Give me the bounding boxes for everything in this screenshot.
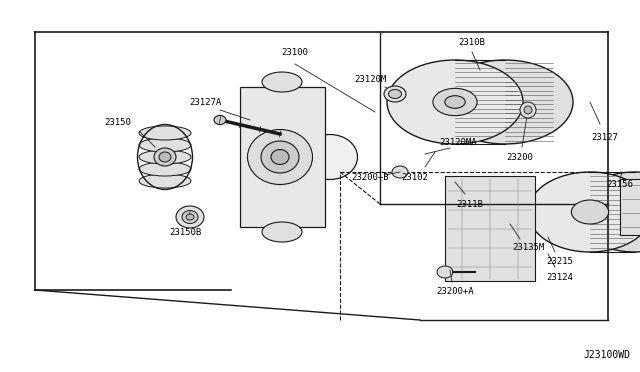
Ellipse shape <box>159 152 171 162</box>
Text: 23100: 23100 <box>282 48 308 57</box>
Text: 2311B: 2311B <box>456 199 483 208</box>
Ellipse shape <box>139 174 191 188</box>
Polygon shape <box>240 87 325 227</box>
Ellipse shape <box>572 200 609 224</box>
Ellipse shape <box>176 206 204 228</box>
Text: 23127A: 23127A <box>189 97 221 106</box>
Ellipse shape <box>182 211 198 224</box>
Ellipse shape <box>445 96 465 108</box>
Text: 23150: 23150 <box>104 118 131 126</box>
Ellipse shape <box>139 162 191 176</box>
Text: 23120MA: 23120MA <box>439 138 477 147</box>
Ellipse shape <box>437 266 453 278</box>
Ellipse shape <box>271 150 289 164</box>
Ellipse shape <box>437 60 573 144</box>
Text: 23102: 23102 <box>401 173 428 182</box>
Text: 23215: 23215 <box>547 257 573 266</box>
Ellipse shape <box>248 129 312 185</box>
Ellipse shape <box>433 89 477 116</box>
Ellipse shape <box>139 138 191 152</box>
Ellipse shape <box>384 86 406 102</box>
Ellipse shape <box>186 214 194 220</box>
Ellipse shape <box>262 222 302 242</box>
Text: J23100WD: J23100WD <box>583 350 630 360</box>
Text: 23200: 23200 <box>507 153 533 161</box>
Text: 23124: 23124 <box>547 273 573 282</box>
Circle shape <box>520 102 536 118</box>
Circle shape <box>524 106 532 114</box>
Text: 2310B: 2310B <box>459 38 485 46</box>
Text: 23135M: 23135M <box>512 243 544 251</box>
Ellipse shape <box>573 172 640 252</box>
Text: 23200+B: 23200+B <box>351 173 389 182</box>
Text: 23120M: 23120M <box>354 74 386 83</box>
Ellipse shape <box>387 60 523 144</box>
Bar <box>620 179 640 235</box>
Ellipse shape <box>261 141 299 173</box>
Ellipse shape <box>392 166 408 178</box>
Text: 23200+A: 23200+A <box>436 288 474 296</box>
Bar <box>445 176 535 281</box>
Ellipse shape <box>139 150 191 164</box>
Ellipse shape <box>154 148 176 166</box>
Text: 23127: 23127 <box>591 132 618 141</box>
Ellipse shape <box>528 172 640 252</box>
Ellipse shape <box>214 115 226 125</box>
Ellipse shape <box>139 126 191 140</box>
Text: 23150B: 23150B <box>169 228 201 237</box>
Ellipse shape <box>388 90 401 99</box>
Ellipse shape <box>262 72 302 92</box>
Ellipse shape <box>303 135 358 180</box>
Text: 23156: 23156 <box>607 180 634 189</box>
